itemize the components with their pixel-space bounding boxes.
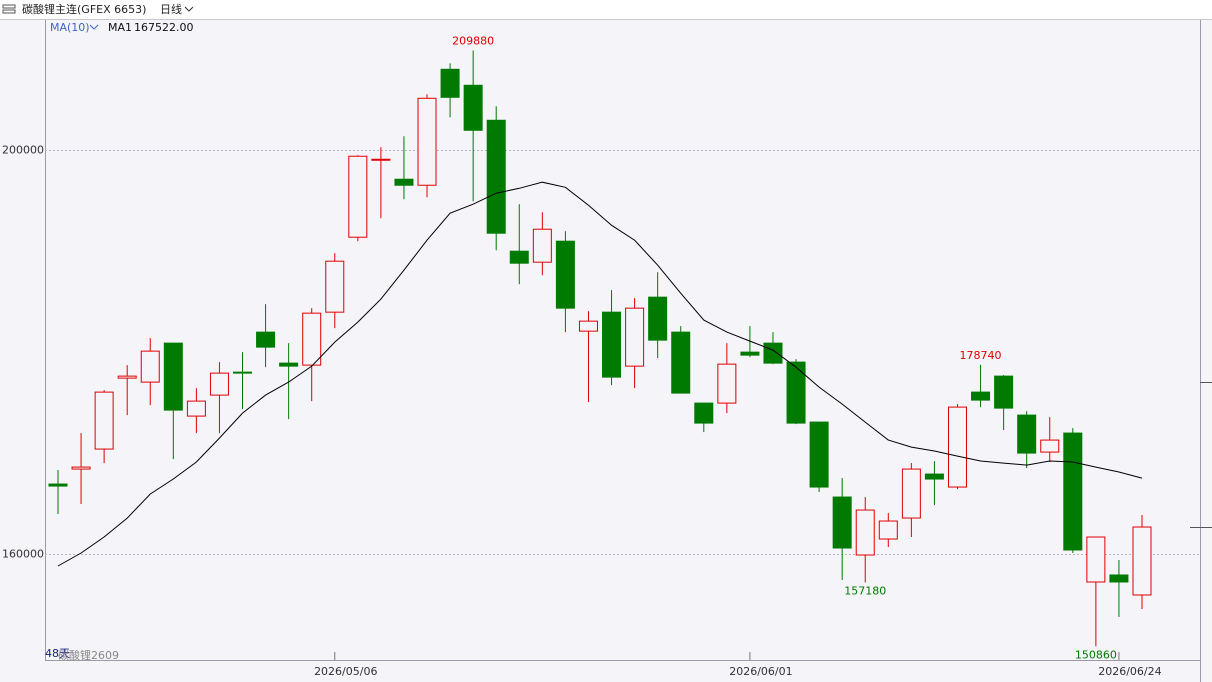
top-bar xyxy=(0,0,1212,19)
y-tick-label: 200000 xyxy=(2,144,44,157)
candle-body xyxy=(163,342,183,411)
dropdown-arrow[interactable] xyxy=(184,6,194,12)
candle-body xyxy=(348,155,368,238)
candle-body xyxy=(209,372,229,396)
candle-body xyxy=(555,240,575,309)
candle-body xyxy=(140,350,160,383)
candle-body xyxy=(463,84,483,131)
low-label: 150860 xyxy=(1075,648,1117,661)
candle-body xyxy=(901,468,921,519)
candle-body xyxy=(186,400,206,417)
candle-body xyxy=(486,119,506,234)
candle-body xyxy=(71,466,91,470)
contract-label: 碳酸锂2609 xyxy=(58,648,119,662)
candle-body xyxy=(671,331,691,394)
candle-body xyxy=(532,228,552,263)
candle-body xyxy=(1132,526,1152,596)
candle-body xyxy=(417,97,437,186)
x-tick-label: 2026/06/01 xyxy=(729,665,792,678)
candle-body xyxy=(1040,439,1060,453)
candle-body xyxy=(740,351,760,356)
ma-value: 167522.00 xyxy=(134,21,194,34)
candle-body xyxy=(117,375,137,379)
candle-body xyxy=(625,307,645,367)
menu-icon[interactable] xyxy=(2,9,16,14)
candle-body xyxy=(256,331,276,348)
candle-body xyxy=(302,312,322,366)
x-tick-label: 2026/06/24 xyxy=(1098,665,1161,678)
candle-body xyxy=(48,483,68,487)
indicator-name[interactable]: MA(10) xyxy=(50,21,90,34)
indicator-arrow[interactable] xyxy=(89,24,99,30)
candle-body xyxy=(94,391,114,450)
menu-icon[interactable] xyxy=(2,4,16,9)
instrument-title[interactable]: 碳酸锂主连(GFEX 6653) xyxy=(22,2,146,16)
candle-body xyxy=(509,250,529,264)
candle-body xyxy=(786,361,806,424)
candle-body xyxy=(602,311,622,378)
candle-body xyxy=(1086,536,1106,583)
candle-body xyxy=(648,296,668,341)
candle-body xyxy=(994,375,1014,409)
high-label: 178740 xyxy=(960,349,1002,362)
period-selector[interactable]: 日线 xyxy=(160,2,182,16)
candle-body xyxy=(578,320,598,332)
candle-body xyxy=(763,342,783,364)
y-tick-label: 160000 xyxy=(2,548,44,561)
candle-body xyxy=(1109,574,1129,583)
candle-body xyxy=(233,371,253,374)
x-tick-label: 2026/05/06 xyxy=(314,665,377,678)
candle-body xyxy=(832,496,852,549)
low-label: 157180 xyxy=(844,584,886,597)
candle-body xyxy=(440,68,460,98)
candle-body xyxy=(1063,432,1083,551)
candle-body xyxy=(809,421,829,488)
candle-body xyxy=(394,178,414,186)
high-label: 209880 xyxy=(452,34,494,47)
candle-body xyxy=(694,402,714,424)
candle-body xyxy=(855,509,875,556)
ma-line xyxy=(57,181,1143,567)
ma-name: MA1 xyxy=(108,21,132,34)
candle-body xyxy=(947,406,967,488)
candle-body xyxy=(971,391,991,401)
candle-body xyxy=(325,260,345,313)
candle-body xyxy=(279,362,299,367)
days-label: 48天 xyxy=(45,647,70,660)
candle-body xyxy=(924,473,944,480)
candle-body xyxy=(371,158,391,161)
candle-body xyxy=(1017,414,1037,454)
candle-body xyxy=(878,520,898,540)
candle-body xyxy=(717,363,737,404)
